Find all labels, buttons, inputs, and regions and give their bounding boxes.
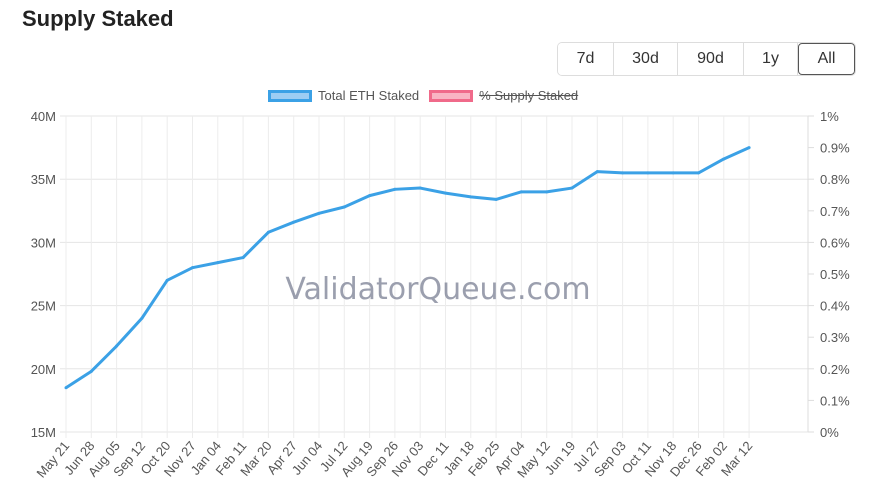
y-tick-label: 30M [31,235,56,250]
legend-item-supply-staked[interactable]: % Supply Staked [479,88,579,103]
data-point [595,170,599,174]
legend: Total ETH Staked % Supply Staked [268,88,578,103]
watermark: ValidatorQueue.com [285,272,590,307]
y2-tick-label: 0.4% [820,299,850,314]
data-point [494,197,498,201]
data-point [570,186,574,190]
data-point [266,230,270,234]
data-point [89,369,93,373]
data-point [165,278,169,282]
range-90d-button[interactable]: 90d [678,43,744,75]
range-all-button[interactable]: All [798,43,855,75]
y2-tick-label: 0% [820,425,839,440]
range-1y-button[interactable]: 1y [744,43,798,75]
data-point [191,266,194,270]
y2-tick-label: 0.9% [820,141,850,156]
y-tick-label: 15M [31,425,56,440]
data-point [722,157,726,161]
data-point [64,386,68,390]
series-line-total-eth-staked [65,146,750,390]
data-point [140,316,144,320]
data-point [621,171,625,175]
data-point [216,261,220,265]
data-point [317,211,321,215]
legend-swatch-supply [429,89,474,102]
data-point [393,187,397,191]
legend-swatch-total [268,89,312,102]
y2-tick-label: 0.6% [820,235,850,250]
data-point [697,171,700,175]
y-tick-label: 25M [31,299,56,314]
data-point [418,186,422,190]
data-point [469,195,473,199]
y2-tick-label: 0.7% [820,204,850,219]
data-point [115,344,119,348]
range-selector: 7d 30d 90d 1y All [557,42,856,76]
range-30d-button[interactable]: 30d [614,43,678,75]
y2-tick-label: 0.3% [820,330,850,345]
data-point [241,256,245,260]
data-point [444,191,447,195]
data-point [292,220,296,224]
y2-tick-label: 0.2% [820,362,850,377]
y2-tick-label: 1% [820,109,839,124]
data-point [545,190,549,194]
page-title: Supply Staked [22,6,174,31]
data-point [519,190,523,194]
legend-item-total-eth-staked[interactable]: Total ETH Staked [318,88,420,103]
x-tick-label: May 21 [33,438,72,480]
y2-tick-label: 0.5% [820,267,850,282]
y-tick-label: 35M [31,172,56,187]
y-tick-label: 20M [31,362,56,377]
y-tick-label: 40M [31,109,56,124]
data-point [747,146,751,150]
data-point [368,194,372,198]
data-point [342,205,346,209]
range-7d-button[interactable]: 7d [558,43,614,75]
y2-tick-label: 0.8% [820,172,850,187]
data-point [646,171,650,175]
data-point [671,171,675,175]
y2-tick-label: 0.1% [820,393,850,408]
